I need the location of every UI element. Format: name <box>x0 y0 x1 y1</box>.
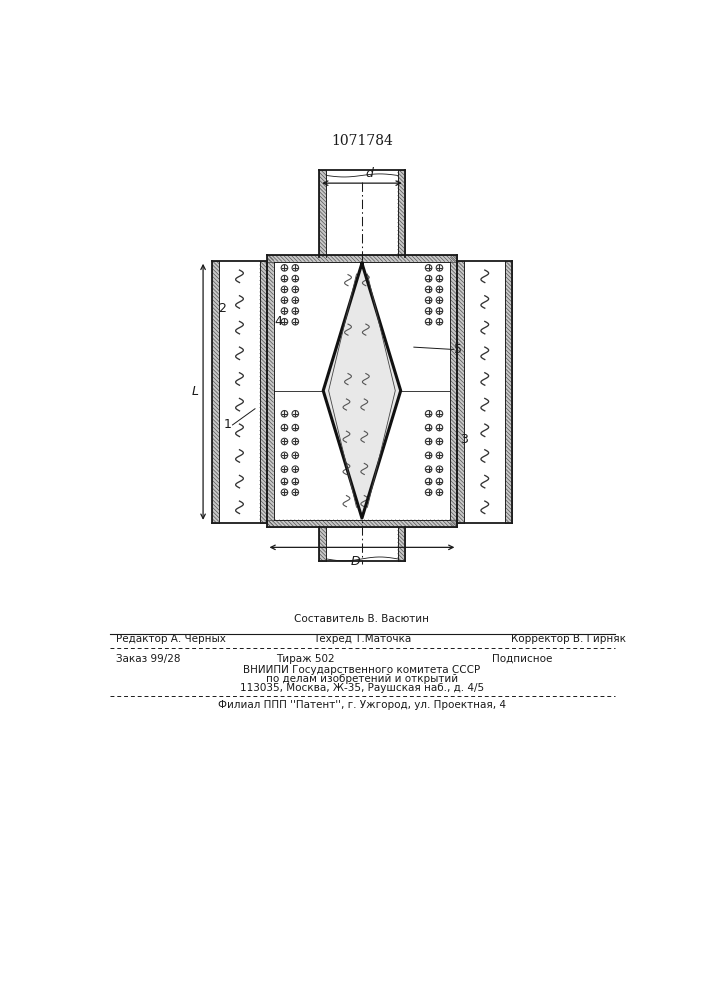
Text: 1: 1 <box>224 418 232 431</box>
Circle shape <box>281 466 288 472</box>
Circle shape <box>292 286 298 293</box>
Circle shape <box>426 308 432 314</box>
Circle shape <box>426 319 432 325</box>
Circle shape <box>436 478 443 485</box>
Text: d: d <box>366 167 373 180</box>
Circle shape <box>426 286 432 293</box>
Circle shape <box>436 424 443 431</box>
Text: 113035, Москва, Ж-35, Раушская наб., д. 4/5: 113035, Москва, Ж-35, Раушская наб., д. … <box>240 683 484 693</box>
Text: Составитель В. Васютин: Составитель В. Васютин <box>294 614 429 624</box>
Bar <box>450 255 457 527</box>
Text: 3: 3 <box>460 433 468 446</box>
Circle shape <box>426 478 432 485</box>
Circle shape <box>436 275 443 282</box>
Text: L: L <box>192 385 199 398</box>
Circle shape <box>281 489 288 496</box>
Text: Заказ 99/28: Заказ 99/28 <box>116 654 181 664</box>
Text: Техред Т.Маточка: Техред Т.Маточка <box>312 634 411 644</box>
Circle shape <box>436 466 443 472</box>
Circle shape <box>426 411 432 417</box>
Circle shape <box>281 319 288 325</box>
Circle shape <box>436 265 443 271</box>
Bar <box>506 261 513 523</box>
Circle shape <box>292 297 298 303</box>
Bar <box>259 261 267 523</box>
Circle shape <box>281 275 288 282</box>
Circle shape <box>281 452 288 459</box>
Bar <box>397 170 404 257</box>
Circle shape <box>292 424 298 431</box>
Text: 1071784: 1071784 <box>331 134 393 148</box>
Text: 2: 2 <box>218 302 226 315</box>
Bar <box>397 527 404 561</box>
Circle shape <box>436 452 443 459</box>
Bar <box>267 255 457 262</box>
Circle shape <box>292 308 298 314</box>
Bar <box>320 527 327 561</box>
Circle shape <box>426 452 432 459</box>
Circle shape <box>281 297 288 303</box>
Circle shape <box>426 297 432 303</box>
Text: Филиал ППП ''Патент'', г. Ужгород, ул. Проектная, 4: Филиал ППП ''Патент'', г. Ужгород, ул. П… <box>218 700 506 710</box>
Circle shape <box>281 265 288 271</box>
Circle shape <box>436 438 443 445</box>
Circle shape <box>436 297 443 303</box>
Circle shape <box>292 452 298 459</box>
Circle shape <box>426 466 432 472</box>
Circle shape <box>426 275 432 282</box>
Text: Подписное: Подписное <box>492 654 553 664</box>
Circle shape <box>281 438 288 445</box>
Text: Редактор А. Черных: Редактор А. Черных <box>116 634 226 644</box>
Bar <box>457 261 464 523</box>
Circle shape <box>436 411 443 417</box>
Circle shape <box>426 265 432 271</box>
Circle shape <box>292 466 298 472</box>
Text: по делам изобретений и открытий: по делам изобретений и открытий <box>266 674 458 684</box>
Circle shape <box>292 478 298 485</box>
Circle shape <box>426 424 432 431</box>
Circle shape <box>292 489 298 496</box>
Circle shape <box>426 489 432 496</box>
Circle shape <box>292 411 298 417</box>
Circle shape <box>292 319 298 325</box>
Text: 4: 4 <box>274 315 282 328</box>
Bar <box>267 255 274 527</box>
Circle shape <box>436 308 443 314</box>
Text: Тираж 502: Тираж 502 <box>276 654 334 664</box>
Bar <box>212 261 219 523</box>
Circle shape <box>292 265 298 271</box>
Text: D: D <box>351 555 361 568</box>
Circle shape <box>281 424 288 431</box>
Polygon shape <box>323 263 401 518</box>
Circle shape <box>436 489 443 496</box>
Circle shape <box>281 308 288 314</box>
Text: 5: 5 <box>454 343 462 356</box>
Text: Корректор В. Гирняк: Корректор В. Гирняк <box>511 634 626 644</box>
Circle shape <box>281 411 288 417</box>
Circle shape <box>281 478 288 485</box>
Circle shape <box>292 275 298 282</box>
Text: ВНИИПИ Государственного комитета СССР: ВНИИПИ Государственного комитета СССР <box>243 665 481 675</box>
Circle shape <box>281 286 288 293</box>
Bar <box>267 520 457 527</box>
Circle shape <box>426 438 432 445</box>
Bar <box>320 170 327 257</box>
Circle shape <box>436 319 443 325</box>
Circle shape <box>292 438 298 445</box>
Circle shape <box>436 286 443 293</box>
